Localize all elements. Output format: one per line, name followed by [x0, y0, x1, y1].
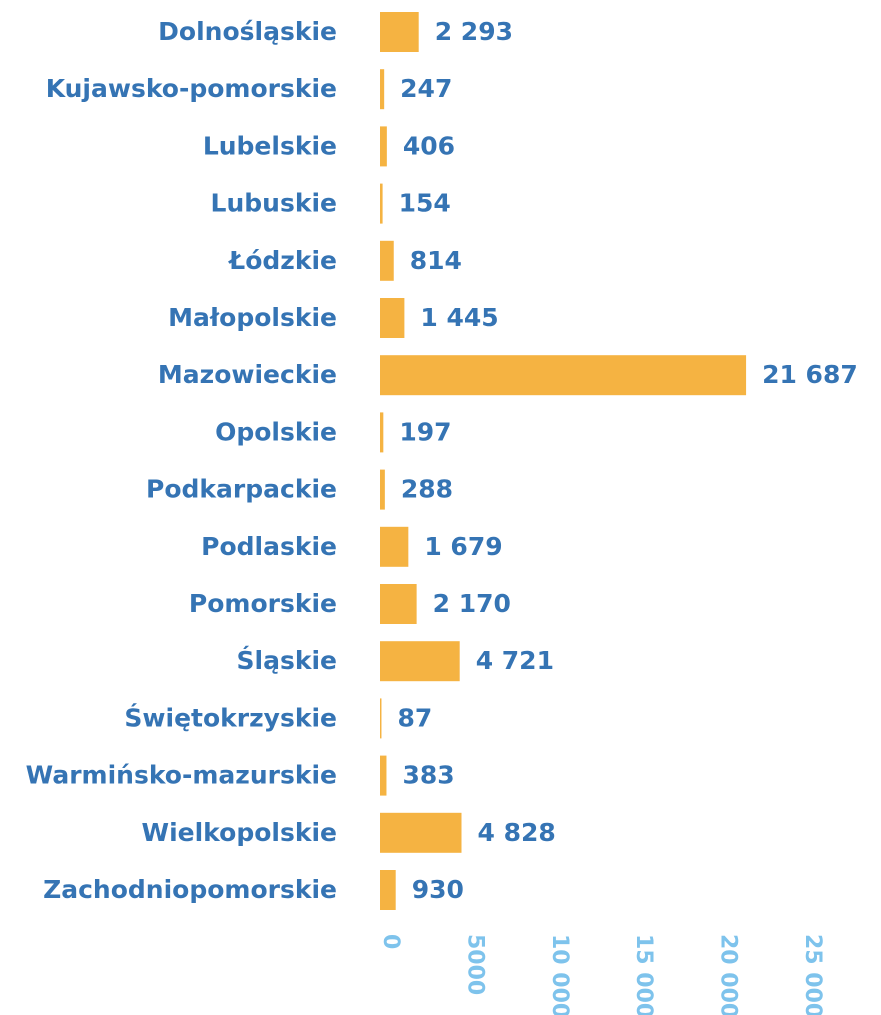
- value-label: 4 828: [477, 818, 555, 847]
- bar: [380, 183, 383, 224]
- value-label: 87: [397, 703, 432, 732]
- x-tick-label: 5000: [462, 934, 487, 995]
- bar: [380, 355, 747, 396]
- bar: [380, 812, 462, 853]
- bar: [380, 698, 382, 739]
- category-label: Śląskie: [237, 645, 337, 675]
- x-tick-label: 0: [378, 934, 403, 949]
- bar: [380, 240, 394, 281]
- value-label: 406: [403, 131, 455, 160]
- bar: [380, 526, 409, 567]
- category-label: Lubelskie: [203, 131, 337, 160]
- category-label: Pomorskie: [189, 589, 337, 618]
- category-label: Podlaskie: [201, 532, 337, 561]
- value-label: 2 170: [433, 589, 511, 618]
- value-label: 197: [399, 417, 451, 446]
- category-label: Kujawsko-pomorskie: [46, 74, 337, 103]
- category-label: Małopolskie: [168, 303, 337, 332]
- value-label: 288: [401, 475, 453, 504]
- x-tick-label: 10 000: [547, 934, 572, 1015]
- bar: [380, 298, 405, 338]
- x-tick-label: 25 000: [800, 934, 825, 1015]
- bar: [380, 12, 419, 52]
- value-label: 814: [410, 246, 462, 275]
- bar: [380, 469, 385, 510]
- value-label: 930: [412, 875, 464, 904]
- category-label: Świętokrzyskie: [124, 702, 337, 732]
- bar: [380, 641, 460, 682]
- value-label: 4 721: [476, 646, 554, 675]
- category-label: Zachodniopomorskie: [43, 875, 337, 904]
- bar: [380, 126, 387, 167]
- category-label: Opolskie: [215, 417, 337, 446]
- value-label: 1 679: [424, 532, 502, 561]
- value-label: 21 687: [762, 360, 858, 389]
- bar: [380, 755, 387, 796]
- value-label: 1 445: [420, 303, 498, 332]
- bar: [380, 870, 396, 910]
- value-label: 383: [402, 761, 454, 790]
- bar: [380, 584, 417, 624]
- category-label: Łódzkie: [227, 246, 337, 275]
- category-label: Podkarpackie: [146, 475, 337, 504]
- value-label: 2 293: [435, 17, 513, 46]
- category-label: Mazowieckie: [158, 360, 337, 389]
- category-label: Wielkopolskie: [142, 818, 337, 847]
- x-tick-label: 20 000: [716, 934, 741, 1015]
- bar: [380, 412, 384, 453]
- value-label: 154: [399, 189, 451, 218]
- category-label: Warmińsko-mazurskie: [26, 761, 337, 790]
- category-label: Dolnośląskie: [158, 17, 337, 46]
- value-label: 247: [400, 74, 452, 103]
- category-label: Lubuskie: [211, 189, 337, 218]
- bar: [380, 69, 385, 110]
- x-tick-label: 15 000: [631, 934, 656, 1015]
